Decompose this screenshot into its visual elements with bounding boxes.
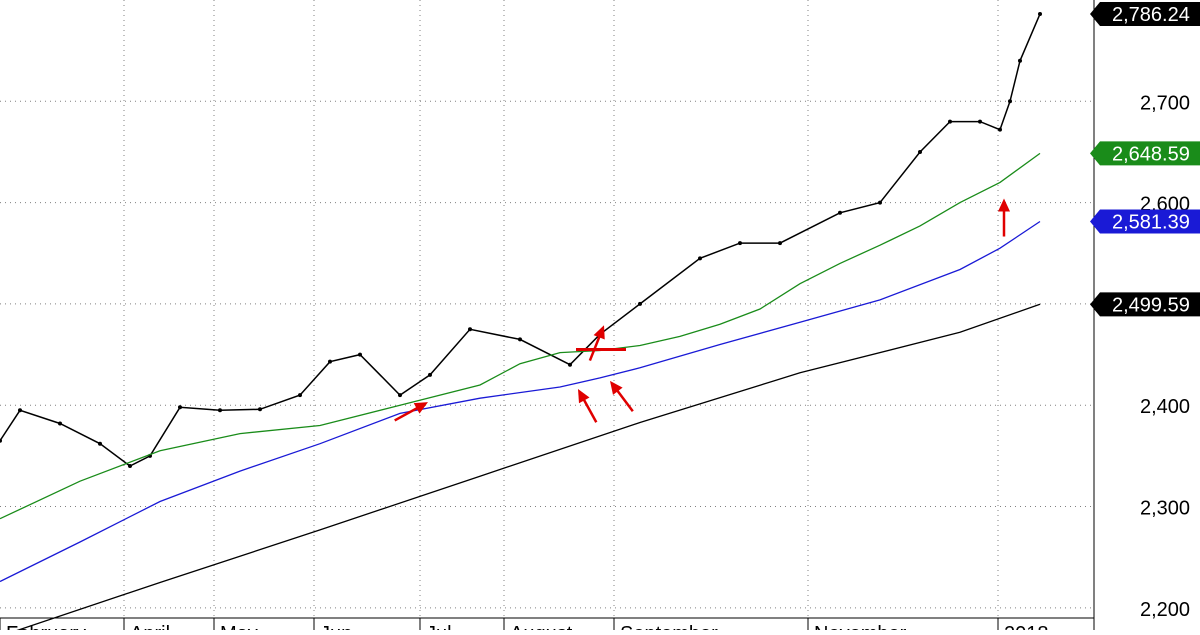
price-point xyxy=(518,337,522,342)
last-value-badge xyxy=(1090,292,1200,317)
series-line-ma_blue xyxy=(0,220,1041,583)
price-point xyxy=(568,362,572,367)
price-point xyxy=(428,372,432,377)
x-tick-label: May xyxy=(220,623,258,630)
price-point xyxy=(128,464,132,469)
price-point xyxy=(698,256,702,261)
x-tick-label: November xyxy=(814,623,907,630)
support-arrow-head xyxy=(413,402,428,414)
last-value-badge xyxy=(1090,1,1200,26)
price-point xyxy=(978,119,982,124)
x-tick-label: Jun xyxy=(320,623,352,630)
price-point xyxy=(398,393,402,398)
price-point xyxy=(58,421,62,426)
y-tick-label: 2,700 xyxy=(1140,92,1190,114)
last-value-text: 2,786.24 xyxy=(1112,4,1190,26)
price-point xyxy=(638,301,642,306)
price-point xyxy=(998,127,1002,132)
price-point xyxy=(218,408,222,413)
last-value-badge xyxy=(1090,209,1200,234)
series-line-ma_black xyxy=(1,303,1041,635)
x-axis: February April May Jun Jul August September Nov… xyxy=(0,618,1049,635)
price-point xyxy=(358,352,362,357)
x-tick-label: Jul xyxy=(426,623,452,630)
price-point xyxy=(1038,11,1042,16)
price-point xyxy=(298,393,302,398)
support-arrow-head xyxy=(998,198,1010,212)
price-point xyxy=(468,327,472,332)
x-tick-label: April xyxy=(130,623,170,630)
price-point xyxy=(18,408,22,413)
price-point xyxy=(918,149,922,154)
price-point xyxy=(838,210,842,215)
month-separators xyxy=(123,0,999,618)
x-tick-label: February xyxy=(6,623,86,630)
last-value-text: 2,648.59 xyxy=(1112,143,1190,165)
x-tick-label: August xyxy=(510,623,573,630)
support-arrow-head xyxy=(593,325,605,340)
annotations-layer xyxy=(394,198,1010,423)
y-tick-label: 2,400 xyxy=(1140,396,1190,418)
last-value-badge xyxy=(1090,141,1200,166)
y-tick-label: 2,200 xyxy=(1140,599,1190,621)
price-point xyxy=(258,407,262,412)
x-tick-label: September xyxy=(620,623,718,630)
series-line-ma_green xyxy=(0,152,1041,520)
last-value-text: 2,581.39 xyxy=(1112,211,1190,233)
price-point xyxy=(328,359,332,364)
price-point xyxy=(0,438,2,443)
series-line-price xyxy=(0,13,1041,467)
price-point xyxy=(738,241,742,246)
series-layer xyxy=(0,11,1042,635)
price-point xyxy=(1018,58,1022,63)
support-arrow-shaft xyxy=(394,404,422,422)
grid-layer xyxy=(0,100,1094,609)
support-arrow-head xyxy=(578,388,590,404)
price-point xyxy=(948,119,952,124)
support-arrow-shaft xyxy=(580,395,598,423)
price-point xyxy=(98,441,102,446)
support-arrow-head xyxy=(610,380,623,395)
x-tick-label: 2018 xyxy=(1004,623,1049,630)
y-tick-label: 2,300 xyxy=(1140,498,1190,520)
last-value-labels: 2,786.24 2,648.59 2,581.39 2,499.59 xyxy=(1090,1,1200,317)
price-point xyxy=(1008,99,1012,104)
last-value-text: 2,499.59 xyxy=(1112,294,1190,316)
price-point xyxy=(178,405,182,410)
price-point xyxy=(878,200,882,205)
price-point xyxy=(778,241,782,246)
